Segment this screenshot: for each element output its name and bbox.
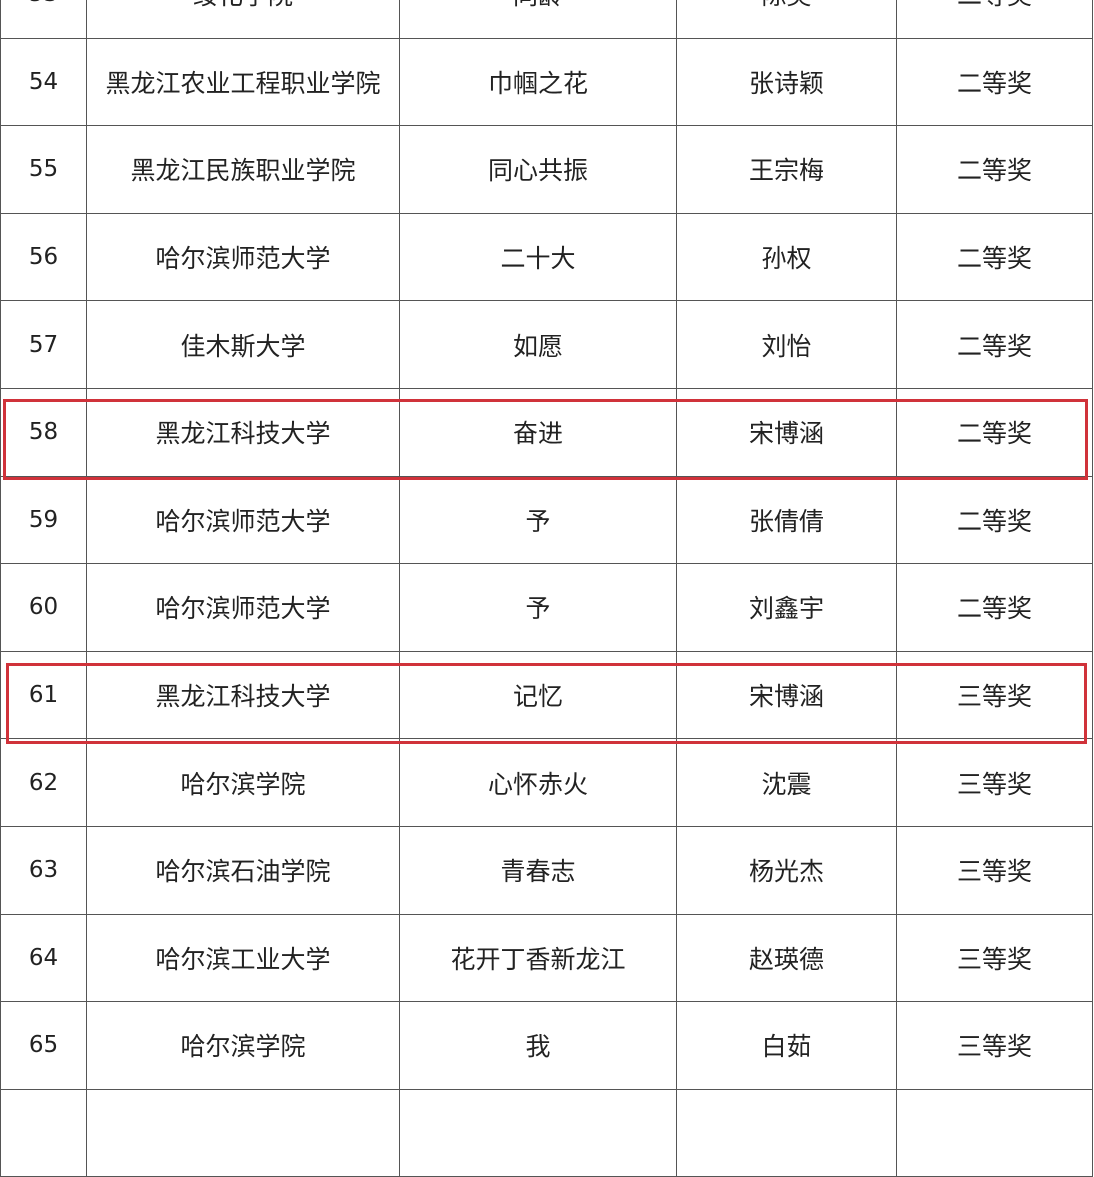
- cell-award: 二等奖: [896, 475, 1093, 565]
- cell-author: 张诗颖: [676, 37, 897, 127]
- cell-no: 62: [0, 738, 87, 827]
- cell-no: [0, 1088, 87, 1177]
- cell-award: 三等奖: [896, 825, 1093, 915]
- cell-award: 二等奖: [896, 300, 1093, 389]
- cell-no: 57: [0, 300, 87, 389]
- cell-author: 张倩倩: [676, 475, 897, 565]
- cell-award: [896, 1088, 1093, 1177]
- cell-work: 心怀赤火: [399, 738, 677, 827]
- cell-no: 54: [0, 37, 87, 127]
- cell-school: 哈尔滨师范大学: [86, 212, 400, 302]
- cell-school: 黑龙江民族职业学院: [86, 125, 400, 214]
- table-row: 64 哈尔滨工业大学 花开丁香新龙江 赵瑛德 三等奖: [0, 913, 1093, 1003]
- cell-author: 沈震: [676, 738, 897, 827]
- cell-work: 花开丁香新龙江: [399, 913, 677, 1003]
- table-row: 62 哈尔滨学院 心怀赤火 沈震 三等奖: [0, 738, 1093, 827]
- table-row: 54 黑龙江农业工程职业学院 巾帼之花 张诗颖 二等奖: [0, 37, 1093, 127]
- table-row: 61 黑龙江科技大学 记忆 宋博涵 三等奖: [0, 650, 1093, 740]
- cell-school: 哈尔滨学院: [86, 738, 400, 827]
- cell-author: [676, 1088, 897, 1177]
- cell-school: 绥化学院: [86, 0, 400, 39]
- cell-no: 60: [0, 563, 87, 652]
- cell-award: 二等奖: [896, 212, 1093, 302]
- cell-author: 刘怡: [676, 300, 897, 389]
- cell-author: 孙权: [676, 212, 897, 302]
- cell-author: 王宗梅: [676, 125, 897, 214]
- cell-award: 三等奖: [896, 913, 1093, 1003]
- cell-award: 二等奖: [896, 387, 1093, 477]
- table-row: [0, 1088, 1093, 1177]
- cell-work: 予: [399, 475, 677, 565]
- table-row: 53绥化学院同龄陈奕二等奖: [0, 0, 1093, 39]
- cell-award: 三等奖: [896, 1001, 1093, 1090]
- table-row: 63 哈尔滨石油学院 青春志 杨光杰 三等奖: [0, 825, 1093, 915]
- cell-award: 二等奖: [896, 37, 1093, 127]
- cell-school: 哈尔滨师范大学: [86, 563, 400, 652]
- cell-no: 58: [0, 387, 87, 477]
- table-row: 57 佳木斯大学 如愿 刘怡 二等奖: [0, 300, 1093, 389]
- table-row: 55 黑龙江民族职业学院 同心共振 王宗梅 二等奖: [0, 125, 1093, 214]
- cell-work: 青春志: [399, 825, 677, 915]
- cell-author: 赵瑛德: [676, 913, 897, 1003]
- cell-work: 奋进: [399, 387, 677, 477]
- cell-award: 二等奖: [896, 0, 1093, 39]
- cell-no: 53: [0, 0, 87, 39]
- cell-school: 黑龙江农业工程职业学院: [86, 37, 400, 127]
- cell-award: 三等奖: [896, 738, 1093, 827]
- cell-work: 记忆: [399, 650, 677, 740]
- cell-school: 哈尔滨学院: [86, 1001, 400, 1090]
- cell-author: 刘鑫宇: [676, 563, 897, 652]
- cell-school: 佳木斯大学: [86, 300, 400, 389]
- cell-school: 哈尔滨师范大学: [86, 475, 400, 565]
- cell-no: 61: [0, 650, 87, 740]
- cell-author: 杨光杰: [676, 825, 897, 915]
- cell-school: 黑龙江科技大学: [86, 650, 400, 740]
- cell-author: 宋博涵: [676, 650, 897, 740]
- cell-school: 哈尔滨石油学院: [86, 825, 400, 915]
- cell-work: 二十大: [399, 212, 677, 302]
- cell-work: 同龄: [399, 0, 677, 39]
- cell-award: 三等奖: [896, 650, 1093, 740]
- cell-school: [86, 1088, 400, 1177]
- table-row: 56 哈尔滨师范大学 二十大 孙权 二等奖: [0, 212, 1093, 302]
- cell-no: 64: [0, 913, 87, 1003]
- cell-work: 同心共振: [399, 125, 677, 214]
- cell-work: [399, 1088, 677, 1177]
- cell-school: 哈尔滨工业大学: [86, 913, 400, 1003]
- table-row: 59 哈尔滨师范大学予张倩倩 二等奖: [0, 475, 1093, 565]
- cell-author: 宋博涵: [676, 387, 897, 477]
- table-row: 58 黑龙江科技大学 奋进 宋博涵 二等奖: [0, 387, 1093, 477]
- cell-no: 63: [0, 825, 87, 915]
- cell-no: 56: [0, 212, 87, 302]
- cell-school: 黑龙江科技大学: [86, 387, 400, 477]
- cell-work: 我: [399, 1001, 677, 1090]
- cell-author: 陈奕: [676, 0, 897, 39]
- table-row: 65 哈尔滨学院我白茹 三等奖: [0, 1001, 1093, 1090]
- cell-work: 如愿: [399, 300, 677, 389]
- cell-work: 予: [399, 563, 677, 652]
- cell-award: 二等奖: [896, 125, 1093, 214]
- cell-no: 55: [0, 125, 87, 214]
- table-row: 60 哈尔滨师范大学予刘鑫宇 二等奖: [0, 563, 1093, 652]
- cell-no: 65: [0, 1001, 87, 1090]
- cell-no: 59: [0, 475, 87, 565]
- cell-work: 巾帼之花: [399, 37, 677, 127]
- cell-award: 二等奖: [896, 563, 1093, 652]
- cell-author: 白茹: [676, 1001, 897, 1090]
